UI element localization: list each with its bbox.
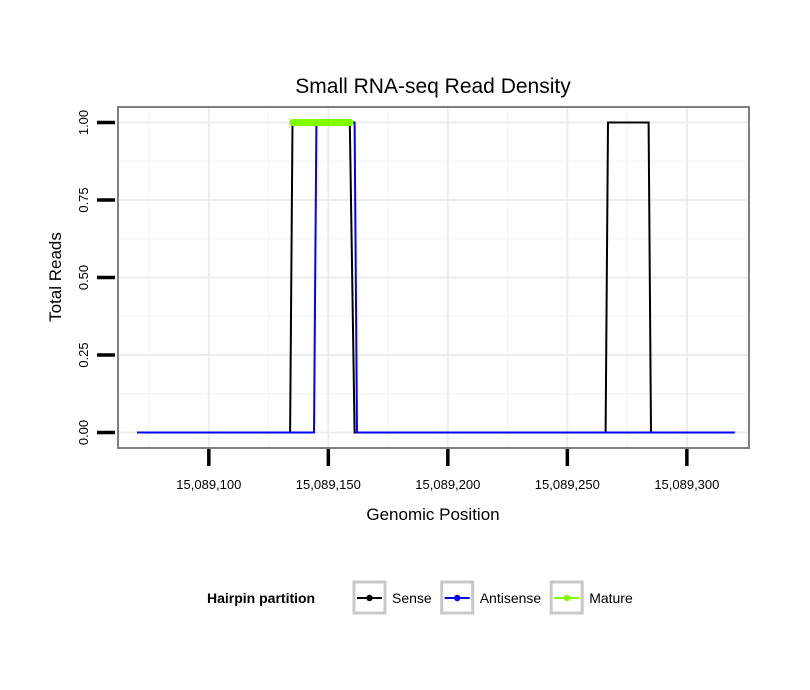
legend-label-mature: Mature — [589, 590, 633, 606]
y-tick-label-2: 0.50 — [76, 265, 91, 290]
y-axis: 0.00 0.25 0.50 0.75 1.00 — [76, 110, 115, 445]
legend-point-sense — [366, 594, 373, 602]
legend-point-antisense — [454, 594, 461, 602]
y-tick-label-3: 0.75 — [76, 187, 91, 212]
x-axis: 15,089,100 15,089,150 15,089,200 15,089,250… — [176, 449, 719, 492]
series-layer — [137, 119, 735, 434]
y-tick-label-4: 1.00 — [76, 110, 91, 135]
legend-point-mature — [563, 594, 570, 602]
legend-label-antisense: Antisense — [480, 590, 542, 606]
y-tick-label-1: 0.25 — [76, 342, 91, 367]
chart-title: Small RNA-seq Read Density — [295, 75, 571, 98]
legend-label-sense: Sense — [392, 590, 432, 606]
x-tick-label-2: 15,089,200 — [415, 477, 480, 492]
x-tick-label-4: 15,089,300 — [654, 477, 719, 492]
plot-border — [117, 106, 750, 449]
y-axis-title: Total Reads — [46, 232, 65, 322]
x-tick-label-0: 15,089,100 — [176, 477, 241, 492]
x-axis-title: Genomic Position — [366, 505, 499, 524]
legend: Hairpin partition Sense Antisense Mature — [207, 580, 633, 615]
legend-title: Hairpin partition — [207, 590, 315, 606]
x-tick-label-1: 15,089,150 — [296, 477, 361, 492]
y-tick-label-0: 0.00 — [76, 420, 91, 445]
x-tick-label-3: 15,089,250 — [535, 477, 600, 492]
